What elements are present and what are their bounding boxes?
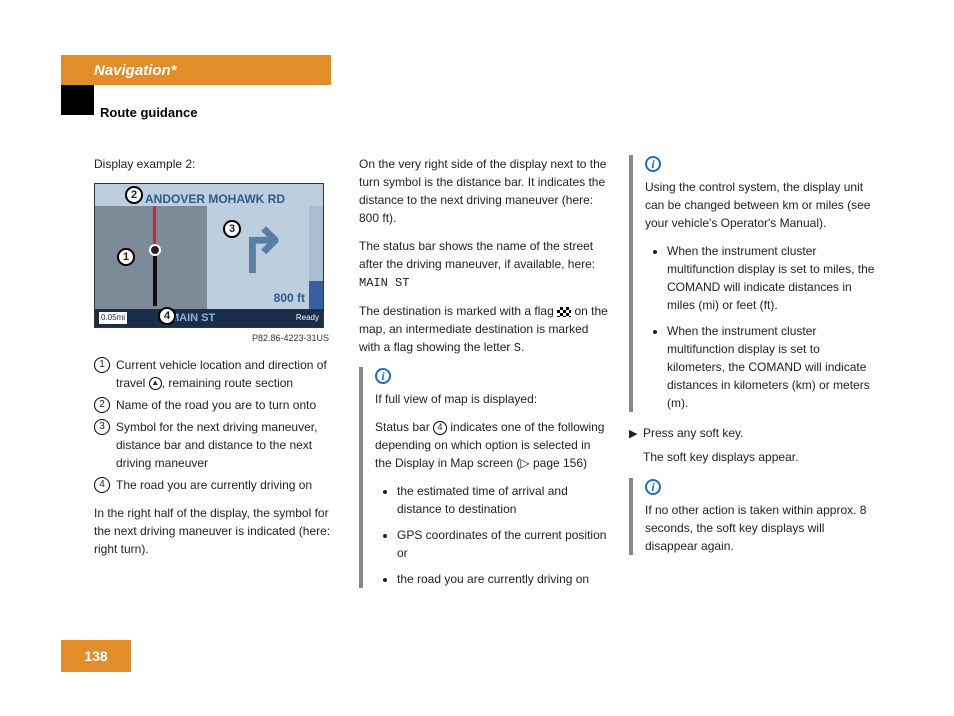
status-scale: 0.05mi xyxy=(99,312,127,324)
col2-p3: The destination is marked with a flag on… xyxy=(359,302,609,357)
col1-bottom-para: In the right half of the display, the sy… xyxy=(94,504,339,558)
info3-b2: When the instrument cluster multifunctio… xyxy=(667,322,879,412)
vehicle-glyph-icon: ▲ xyxy=(149,377,162,390)
column-2: On the very right side of the display ne… xyxy=(359,155,609,600)
legend-row-4: 4 The road you are currently driving on xyxy=(94,476,339,494)
legend-row-1: 1 Current vehicle location and direction… xyxy=(94,356,339,392)
info-block-col3-2: i If no other action is taken within app… xyxy=(629,478,879,555)
info-block-col3-1: i Using the control system, the display … xyxy=(629,155,879,412)
col2-p1: On the very right side of the display ne… xyxy=(359,155,609,227)
legend-num-3: 3 xyxy=(94,419,110,435)
vehicle-marker-icon xyxy=(149,244,161,256)
callout-4: 4 xyxy=(158,307,176,325)
page-ref: ▷ page 156 xyxy=(520,456,583,470)
section-title: Navigation* xyxy=(94,62,177,79)
status-street: MAIN ST xyxy=(170,310,215,327)
info-l1: If full view of map is displayed: xyxy=(375,390,609,408)
status-bar: 0.05mi MAIN ST Ready xyxy=(95,309,323,327)
info3-b1: When the instrument cluster multifunctio… xyxy=(667,242,879,314)
distance-bar-fill xyxy=(309,281,323,311)
callout-3: 3 xyxy=(223,220,241,238)
legend-text-1: Current vehicle location and direction o… xyxy=(116,356,339,392)
content-columns: Display example 2: ANDOVER MOHAWK RD ↱ 8… xyxy=(94,155,894,600)
step-marker-icon: ▶ xyxy=(629,426,643,466)
black-tab xyxy=(61,85,94,115)
column-3: i Using the control system, the display … xyxy=(629,155,879,600)
status-ready: Ready xyxy=(296,312,319,324)
flag-icon xyxy=(557,307,571,317)
legend-num-2: 2 xyxy=(94,397,110,413)
info-block-col2: i If full view of map is displayed: Stat… xyxy=(359,367,609,588)
inline-callout-4: 4 xyxy=(433,421,447,435)
distance-bar xyxy=(309,206,323,311)
section-subtitle: Route guidance xyxy=(100,105,198,120)
callout-2: 2 xyxy=(125,186,143,204)
info3-2-text: If no other action is taken within appro… xyxy=(645,501,879,555)
step-row: ▶ Press any soft key. The soft key displ… xyxy=(629,424,879,466)
legend-num-1: 1 xyxy=(94,357,110,373)
legend-row-2: 2 Name of the road you are to turn onto xyxy=(94,396,339,414)
column-1: Display example 2: ANDOVER MOHAWK RD ↱ 8… xyxy=(94,155,339,600)
nav-display-figure: ANDOVER MOHAWK RD ↱ 800 ft 0.05mi MAIN S… xyxy=(94,183,324,328)
section-header: Navigation* xyxy=(61,55,331,85)
step-content: Press any soft key. The soft key display… xyxy=(643,424,798,466)
info-l2: Status bar 4 indicates one of the follow… xyxy=(375,418,609,472)
step-action: Press any soft key. xyxy=(643,424,798,442)
legend-text-3: Symbol for the next driving maneuver, di… xyxy=(116,418,339,472)
map-area xyxy=(95,206,207,311)
info3-bullets: When the instrument cluster multifunctio… xyxy=(645,242,879,412)
col2-p2: The status bar shows the name of the str… xyxy=(359,237,609,292)
callout-1: 1 xyxy=(117,248,135,266)
legend-text-2: Name of the road you are to turn onto xyxy=(116,396,316,414)
turn-arrow-icon: ↱ xyxy=(237,222,287,282)
info-icon: i xyxy=(645,156,661,172)
nav-display: ANDOVER MOHAWK RD ↱ 800 ft 0.05mi MAIN S… xyxy=(94,183,324,328)
legend-num-4: 4 xyxy=(94,477,110,493)
mono-street: MAIN ST xyxy=(359,276,409,290)
info-b2: GPS coordinates of the current position … xyxy=(397,526,609,562)
info-bullets-col2: the estimated time of arrival and distan… xyxy=(375,482,609,588)
info-icon: i xyxy=(375,368,391,384)
info-b3: the road you are currently driving on xyxy=(397,570,609,588)
step-result: The soft key displays appear. xyxy=(643,448,798,466)
legend-row-3: 3 Symbol for the next driving maneuver, … xyxy=(94,418,339,472)
distance-text: 800 ft xyxy=(274,289,305,307)
info3-p1: Using the control system, the display un… xyxy=(645,178,879,232)
legend-text-4: The road you are currently driving on xyxy=(116,476,312,494)
figure-caption: P82.86-4223-31US xyxy=(94,332,339,346)
info-icon: i xyxy=(645,479,661,495)
example-label: Display example 2: xyxy=(94,155,339,173)
info-b1: the estimated time of arrival and distan… xyxy=(397,482,609,518)
page-number: 138 xyxy=(61,640,131,672)
route-ahead xyxy=(153,206,156,246)
